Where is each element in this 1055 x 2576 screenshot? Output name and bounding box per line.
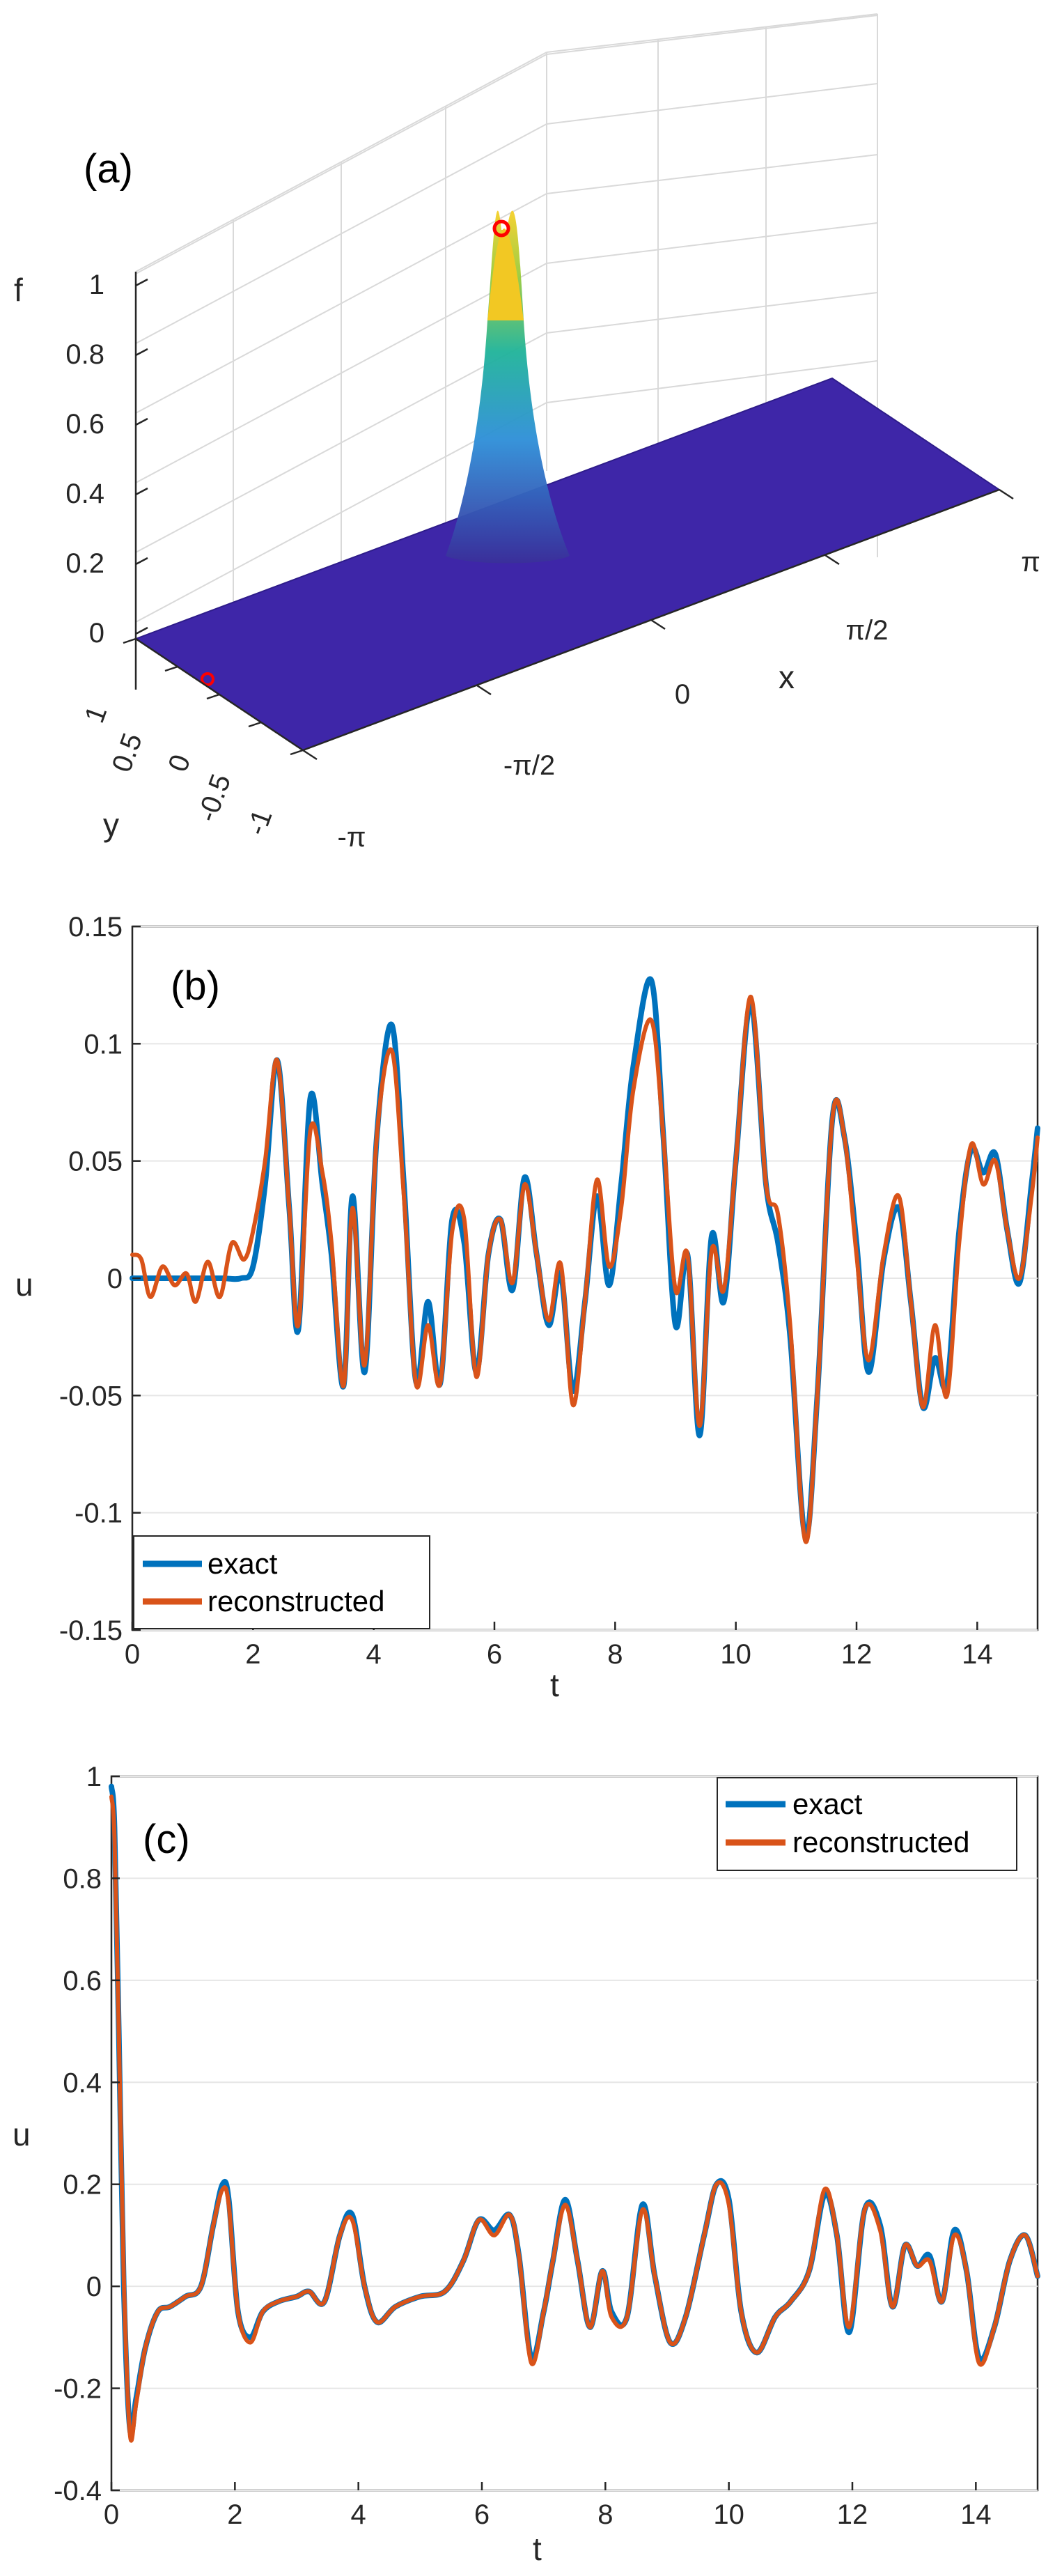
legend-box <box>717 1777 1017 1871</box>
peak-marker <box>492 219 510 238</box>
y-tick-label: 0.4 <box>63 2067 102 2098</box>
z-tick-label: 0.8 <box>65 339 104 370</box>
y-tick-label: -0.05 <box>59 1381 123 1411</box>
x-tick-label: 6 <box>487 1639 502 1670</box>
x-tick-label: 12 <box>837 2499 868 2530</box>
base-marker <box>201 672 214 686</box>
y-tick-label: 0.2 <box>63 2170 102 2201</box>
y-tick-label: 0.05 <box>68 1147 123 1177</box>
y-tick-label: -1 <box>241 805 279 839</box>
panel-label-a: (a) <box>84 146 133 192</box>
grid-c <box>111 1776 1038 2491</box>
surface-peak-top <box>487 228 524 320</box>
y-tick-label: 1 <box>86 1762 102 1792</box>
x-tick-label: 2 <box>227 2499 242 2530</box>
x-tick-label: 12 <box>841 1639 873 1670</box>
line-chart-b: -0.15 -0.1 -0.05 0 0.05 0.1 0.15 0 2 4 6 8 10 12 14 (b… <box>15 912 1040 1703</box>
ticks-c: -0.4-0.200.20.40.60.810 2 4 6 8 10 12 14 <box>54 1762 992 2530</box>
series-group-b <box>130 976 1040 1544</box>
y-tick-label: 0 <box>162 751 196 776</box>
y-axis-label: y <box>103 807 119 843</box>
legend-label-exact: exact <box>208 1547 278 1580</box>
legend-box <box>133 1535 430 1629</box>
surface-plane <box>134 377 1001 752</box>
y-tick-label: -0.4 <box>54 2476 102 2506</box>
y-tick-label: 0.15 <box>68 912 123 942</box>
x-tick-label: 8 <box>607 1639 623 1670</box>
x-tick-label: 6 <box>474 2499 490 2530</box>
legend-label-reconstructed: reconstructed <box>208 1585 384 1617</box>
x-tick-label: -π/2 <box>503 750 555 781</box>
surface-plot-a: (a) f x y 0 0.2 0.4 0.6 0.8 1 -π -π/2 0 … <box>14 13 1040 853</box>
y-tick-label: 0.6 <box>63 1966 102 1996</box>
x-tick-label: π <box>1021 547 1040 577</box>
series-line-reconstructed <box>109 1794 1040 2443</box>
box-grid-a <box>135 13 878 690</box>
legend-b: exact reconstructed <box>133 1535 430 1629</box>
series-group-c <box>109 1783 1040 2443</box>
z-axis-label: f <box>14 272 23 308</box>
plot-area-c <box>110 1775 1039 2492</box>
y-tick-label: 0 <box>86 2272 102 2302</box>
panel-label-b: (b) <box>171 963 220 1009</box>
legend-c: exact reconstructed <box>717 1777 1017 1871</box>
x-tick-label: 14 <box>960 2499 992 2530</box>
y-tick-label: 0.5 <box>107 729 148 776</box>
ticks-b: -0.15 -0.1 -0.05 0 0.05 0.1 0.15 0 2 4 6 8 10 12 14 <box>59 912 993 1670</box>
x-tick-label: 8 <box>597 2499 613 2530</box>
y-tick-label: -0.2 <box>54 2374 102 2405</box>
x-tick-label: 14 <box>962 1639 993 1670</box>
y-tick-label: 1 <box>79 702 113 727</box>
x-axis-label-b: t <box>550 1667 559 1703</box>
z-tick-label: 0.4 <box>65 479 104 509</box>
y-tick-label: -0.1 <box>75 1498 123 1529</box>
z-tick-label: 0 <box>89 618 104 649</box>
legend-label-exact: exact <box>792 1787 863 1820</box>
z-tick-label: 0.6 <box>65 409 104 440</box>
x-axis-label: x <box>779 659 795 695</box>
y-axis-label-c: u <box>13 2116 31 2152</box>
y-tick-label: -0.5 <box>192 770 237 826</box>
z-tick-label: 0.2 <box>65 548 104 579</box>
legend-label-reconstructed: reconstructed <box>792 1826 969 1859</box>
x-tick-label: 0 <box>675 679 690 710</box>
surface-peak <box>446 210 570 564</box>
line-chart-c: -0.4-0.200.20.40.60.810 2 4 6 8 10 12 14 (c) u … <box>13 1762 1040 2567</box>
y-tick-label: -0.15 <box>59 1615 123 1646</box>
x-tick-label: -π <box>338 822 366 853</box>
x-tick-label: 10 <box>713 2499 744 2530</box>
x-tick-label: 0 <box>104 2499 119 2530</box>
y-tick-label: 0.8 <box>63 1863 102 1894</box>
x-tick-label: π/2 <box>846 615 889 646</box>
y-tick-label: 0 <box>107 1264 123 1294</box>
z-tick-label: 1 <box>89 270 104 300</box>
x-tick-label: 10 <box>720 1639 751 1670</box>
x-tick-label: 4 <box>351 2499 366 2530</box>
x-tick-label: 0 <box>125 1639 140 1670</box>
x-tick-label: 4 <box>366 1639 382 1670</box>
panel-label-c: (c) <box>143 1817 190 1862</box>
y-axis-label-b: u <box>15 1266 33 1303</box>
series-line-reconstructed <box>130 994 1040 1544</box>
y-tick-label: 0.1 <box>84 1029 123 1060</box>
x-axis-label-c: t <box>533 2531 542 2567</box>
x-tick-label: 2 <box>245 1639 260 1670</box>
